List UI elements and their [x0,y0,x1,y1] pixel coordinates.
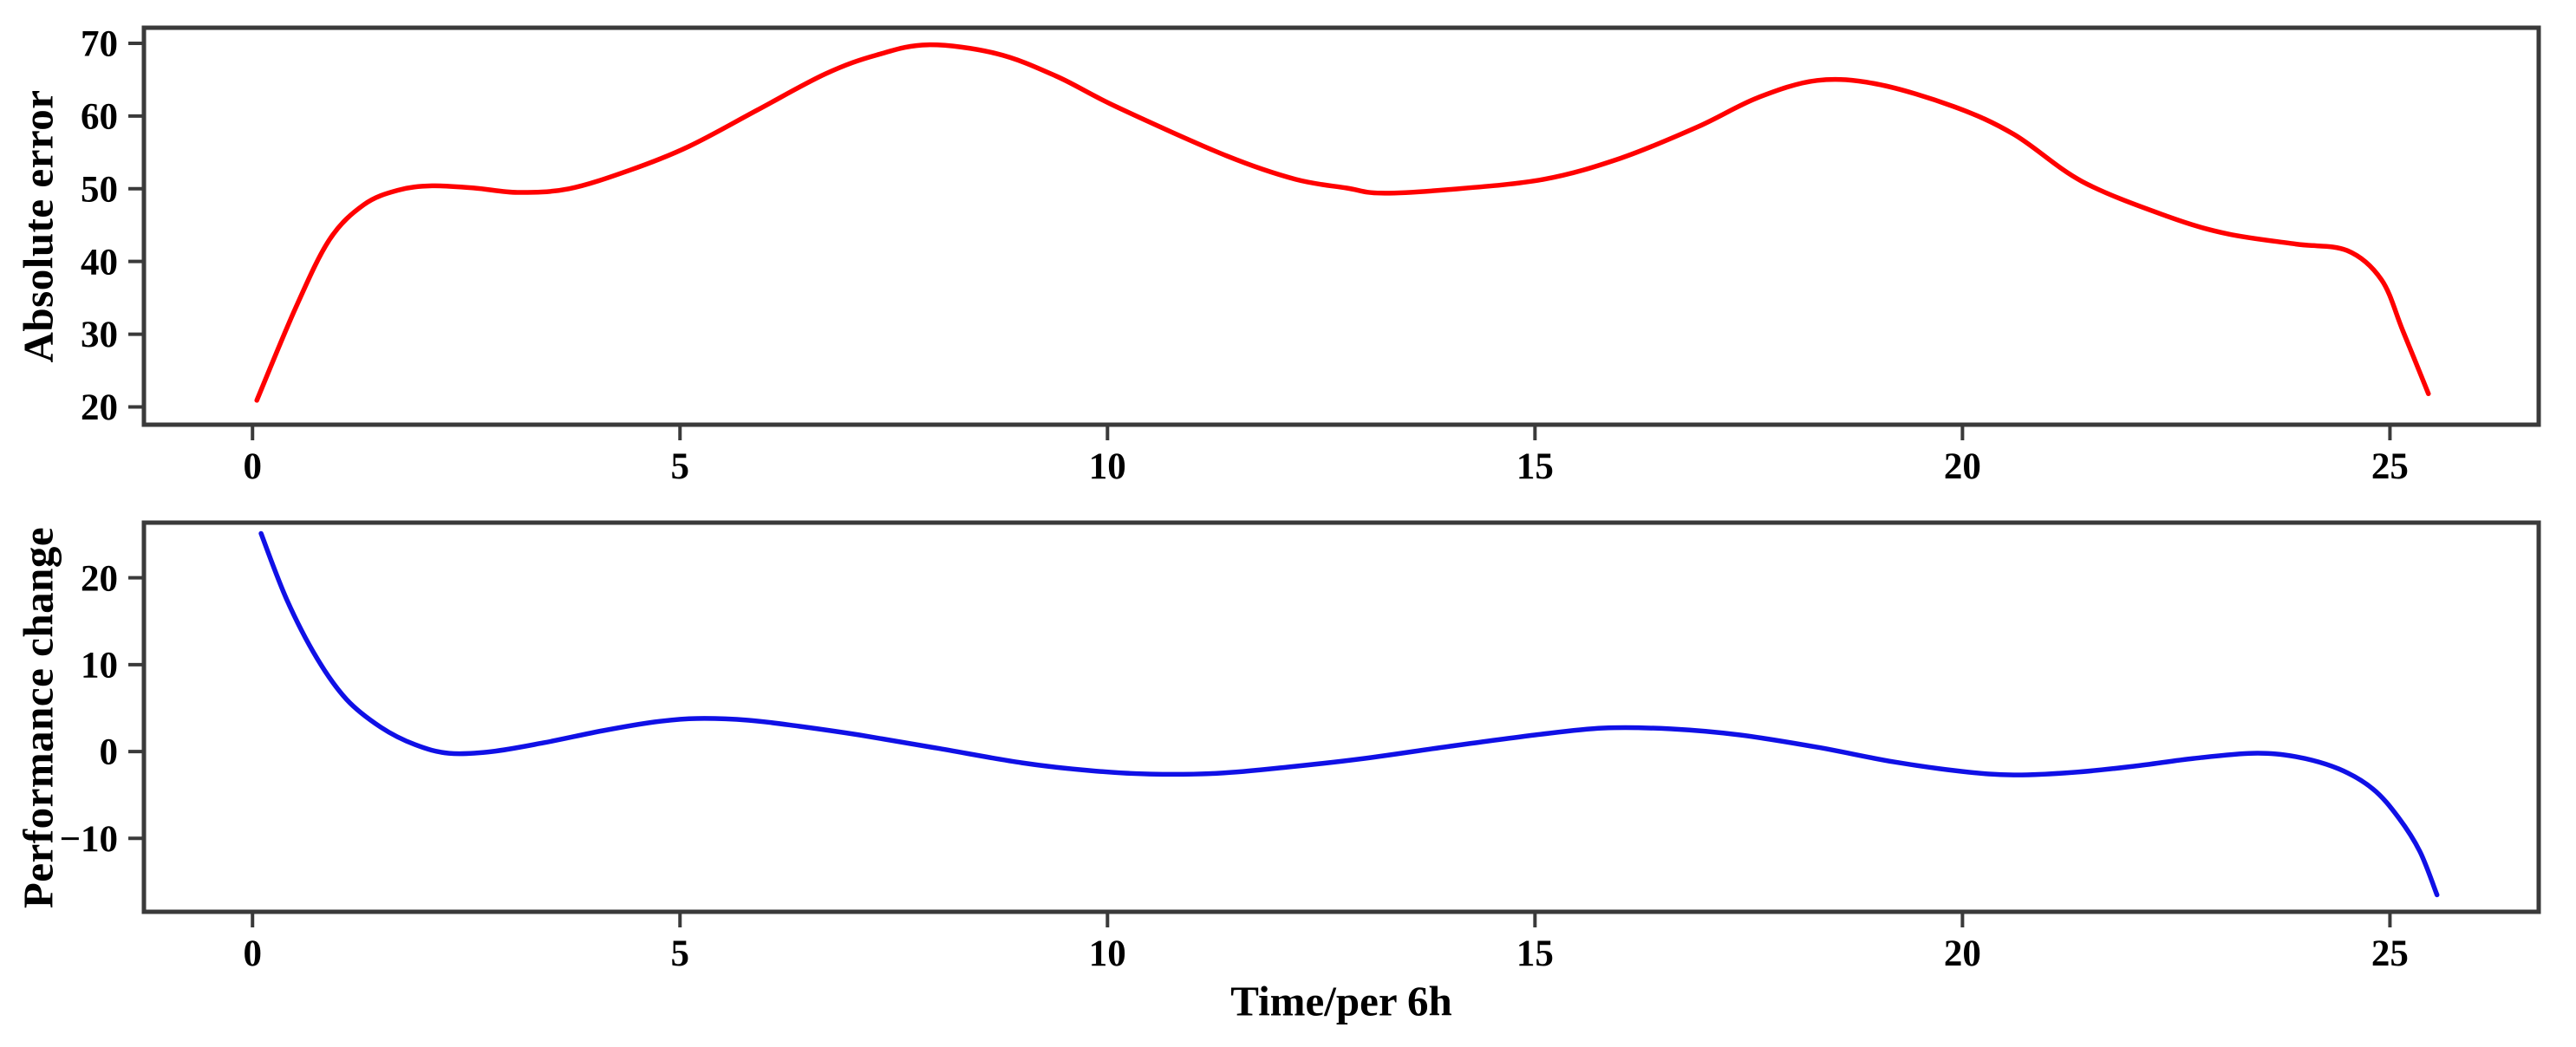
x-axis-tick-label: 10 [1089,446,1126,487]
curve-absolute-error [254,42,2431,403]
x-axis-tick-label: 25 [2371,446,2409,487]
y-axis-label-performance-change: Performance change [14,526,62,909]
x-axis-tick-label: 25 [2371,933,2409,974]
axes-frame [141,520,2541,914]
y-axis-tick-label: 40 [81,242,118,283]
curve-performance-change [258,530,2440,898]
y-axis-tick-label: 20 [81,387,118,428]
y-axis-tick-label: 60 [81,97,118,138]
y-axis-tick-label: 70 [81,24,118,65]
x-axis-tick-label: 5 [671,933,690,974]
x-axis-label-time: Time/per 6h [1230,977,1452,1025]
y-axis-tick-label: 20 [81,558,118,599]
x-axis-tick-label: 20 [1944,446,1981,487]
x-axis-tick-label: 20 [1944,933,1981,974]
y-axis-tick-label: 10 [81,645,118,686]
y-axis-label-absolute-error: Absolute error [14,89,62,363]
x-axis-tick-label: 15 [1516,933,1554,974]
axes-frame [141,25,2541,427]
y-axis-tick-label: −10 [59,819,118,860]
y-axis-tick-label: 30 [81,315,118,355]
y-axis-tick-label: 50 [81,169,118,210]
x-axis-tick-label: 0 [243,446,262,487]
x-axis-tick-label: 15 [1516,446,1554,487]
x-axis-tick-label: 10 [1089,933,1126,974]
x-axis-tick-label: 0 [243,933,262,974]
performance-change-chart: 0 5 10 15 20 25 −10 0 10 20 [59,520,2541,974]
absolute-error-chart: 0 5 10 15 20 25 20 30 40 50 60 70 [81,24,2541,487]
y-axis-tick-label: 0 [100,732,119,773]
x-axis-tick-label: 5 [671,446,690,487]
